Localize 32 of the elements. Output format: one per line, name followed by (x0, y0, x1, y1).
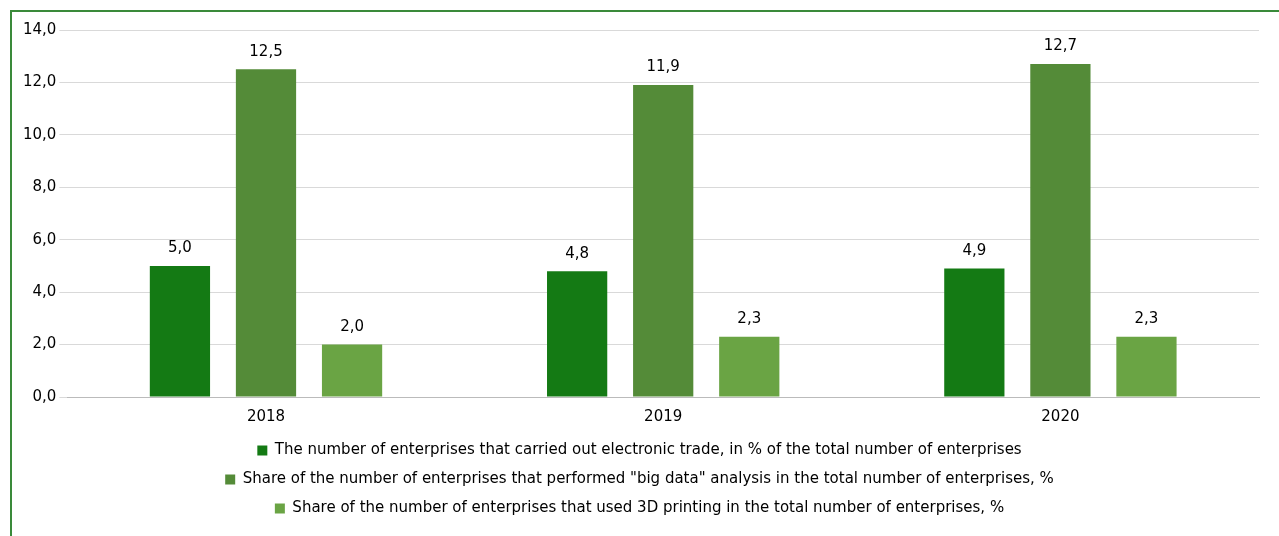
bar (719, 336, 780, 397)
data-label: 4,8 (565, 243, 590, 262)
x-tick-label: 2019 (644, 406, 683, 425)
legend-label: The number of enterprises that carried out electronic trade, in % of the total number of enterprises (273, 440, 1022, 459)
data-label: 11,9 (646, 57, 680, 76)
y-tick-label: 14,0 (22, 19, 57, 38)
data-label: 12,5 (249, 41, 283, 60)
x-tick-label: 2018 (246, 406, 286, 425)
bar (149, 265, 211, 397)
y-tick-label: 8,0 (32, 177, 57, 196)
bar (944, 268, 1005, 397)
bar (235, 69, 297, 397)
y-tick-label: 4,0 (32, 282, 57, 301)
data-label: 2,3 (1134, 309, 1159, 328)
data-label: 12,7 (1043, 36, 1078, 55)
data-label: 2,3 (737, 309, 762, 328)
bar (1030, 64, 1091, 397)
y-tick-label: 0,0 (32, 386, 57, 405)
y-tick-label: 6,0 (32, 229, 57, 248)
y-tick-label: 12,0 (22, 72, 57, 91)
bar (547, 271, 608, 397)
bar (321, 344, 383, 397)
legend-label: Share of the number of enterprises that used 3D printing in the total number of enterprises, % (292, 498, 1005, 517)
bar (633, 85, 694, 397)
data-label: 5,0 (168, 238, 192, 257)
x-tick-label: 2020 (1041, 406, 1080, 425)
y-tick-label: 2,0 (32, 334, 57, 353)
data-label: 4,9 (962, 240, 987, 259)
y-tick-label: 10,0 (22, 124, 57, 143)
bar (1116, 336, 1177, 397)
legend-label: Share of the number of enterprises that performed "big data" analysis in the total number of enterprises, % (242, 469, 1054, 488)
data-label: 2,0 (340, 316, 364, 335)
